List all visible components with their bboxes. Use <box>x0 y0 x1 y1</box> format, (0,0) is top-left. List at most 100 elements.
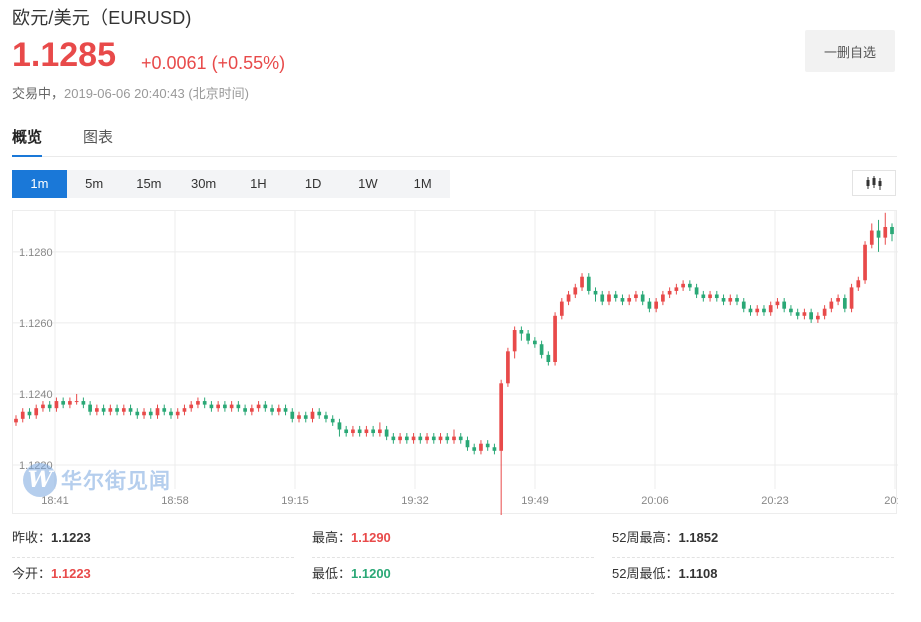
candle-body <box>472 447 477 451</box>
candle-body <box>95 408 99 412</box>
candle-body <box>782 301 787 309</box>
candle-body <box>263 404 268 409</box>
candle-body <box>81 401 86 405</box>
stat-value: 1.1200 <box>351 566 391 581</box>
candle-body <box>526 333 530 341</box>
candle-body <box>196 401 200 405</box>
candle-body <box>856 280 861 288</box>
candle-body <box>728 298 733 302</box>
candle-body <box>573 287 578 295</box>
candlestick-icon <box>866 176 882 190</box>
x-tick-label: 20:06 <box>641 495 669 507</box>
candle-body <box>236 404 241 409</box>
instrument-title: 欧元/美元（EURUSD) <box>12 8 192 28</box>
candle-body <box>681 283 685 288</box>
stat-52w-high: 52周最高：1.1852 <box>612 522 894 558</box>
period-15m[interactable]: 15m <box>136 176 162 191</box>
stat-value: 1.1223 <box>51 566 91 581</box>
candle-body <box>351 429 355 434</box>
stat-value: 1.1108 <box>678 566 718 581</box>
candle-body <box>802 312 807 316</box>
candle-body <box>121 408 126 412</box>
candle-body <box>216 404 221 409</box>
y-tick-label: 1.1280 <box>19 247 53 259</box>
timestamp: 2019-06-06 20:40:43 (北京时间) <box>64 86 249 101</box>
candle-body <box>243 408 247 412</box>
tab-chart[interactable]: 图表 <box>83 129 114 146</box>
candle-body <box>182 408 187 412</box>
candlestick-chart[interactable]: 1.12201.12401.12601.128018:4118:5819:151… <box>12 210 898 515</box>
candle-body <box>276 408 281 412</box>
x-tick-label: 19:32 <box>401 495 429 507</box>
candle-body <box>842 298 847 309</box>
remove-watchlist-button[interactable]: 一删自选 <box>805 30 895 72</box>
candle-body <box>566 294 571 302</box>
candle-body <box>667 290 672 295</box>
candle-body <box>189 404 194 409</box>
chart-type-button[interactable] <box>852 170 896 196</box>
period-1mo[interactable]: 1M <box>413 176 432 191</box>
stat-label: 最低： <box>312 566 352 581</box>
candle-body <box>809 312 813 320</box>
stat-label: 昨收： <box>12 530 52 545</box>
period-1m[interactable]: 1m <box>12 170 67 198</box>
stat-label: 52周最高： <box>612 530 679 545</box>
stat-value: 1.1223 <box>51 530 91 545</box>
candle-body <box>425 436 429 441</box>
candle-body <box>458 436 463 441</box>
candle-body <box>506 351 510 384</box>
stat-high: 最高：1.1290 <box>312 522 594 558</box>
period-selector: 1m 5m 15m 30m 1H 1D 1W 1M <box>12 170 450 198</box>
candle-body <box>310 411 315 419</box>
current-price: 1.1285 <box>12 36 116 74</box>
candle-body <box>849 287 854 309</box>
candle-body <box>270 408 274 412</box>
candle-body <box>142 411 146 416</box>
candle-body <box>317 411 322 416</box>
y-tick-label: 1.1240 <box>19 389 53 401</box>
period-1w[interactable]: 1W <box>358 176 378 191</box>
watermark-logo: W <box>23 463 57 497</box>
candle-body <box>223 404 227 409</box>
candle-body <box>559 301 564 316</box>
candle-body <box>391 436 396 441</box>
candle-body <box>27 411 32 416</box>
candle-body <box>485 443 490 448</box>
candle-body <box>512 330 517 352</box>
candle-body <box>337 422 342 430</box>
candle-body <box>148 411 153 416</box>
candle-body <box>445 436 450 441</box>
candle-body <box>883 226 888 238</box>
candle-body <box>499 383 504 451</box>
x-tick-label: 19:49 <box>521 495 549 507</box>
candle-body <box>539 344 544 355</box>
candle-body <box>863 244 867 281</box>
candle-body <box>169 411 173 416</box>
period-30m[interactable]: 30m <box>190 176 217 191</box>
tab-overview[interactable]: 概览 <box>12 126 43 157</box>
candle-body <box>41 404 45 409</box>
candle-body <box>128 408 133 412</box>
period-1d[interactable]: 1D <box>304 176 322 191</box>
candle-body <box>714 294 719 299</box>
stat-label: 最高： <box>312 530 352 545</box>
stat-value: 1.1852 <box>678 530 719 545</box>
candle-body <box>789 308 793 313</box>
candle-body <box>88 404 92 412</box>
candle-body <box>256 404 261 409</box>
candle-body <box>398 436 402 441</box>
period-1h[interactable]: 1H <box>250 176 267 191</box>
candle-body <box>297 415 301 419</box>
candle-body <box>115 408 119 412</box>
period-5m[interactable]: 5m <box>85 176 104 191</box>
candle-body <box>627 298 632 302</box>
candle-body <box>741 301 746 309</box>
candle-body <box>330 418 335 423</box>
candle-body <box>290 411 295 419</box>
x-tick-label: 18:58 <box>161 495 189 507</box>
candle-body <box>438 436 443 441</box>
candle-body <box>869 230 874 245</box>
candle-body <box>68 401 72 405</box>
candle-body <box>674 287 679 291</box>
x-tick-label: 20:4 <box>884 495 898 507</box>
